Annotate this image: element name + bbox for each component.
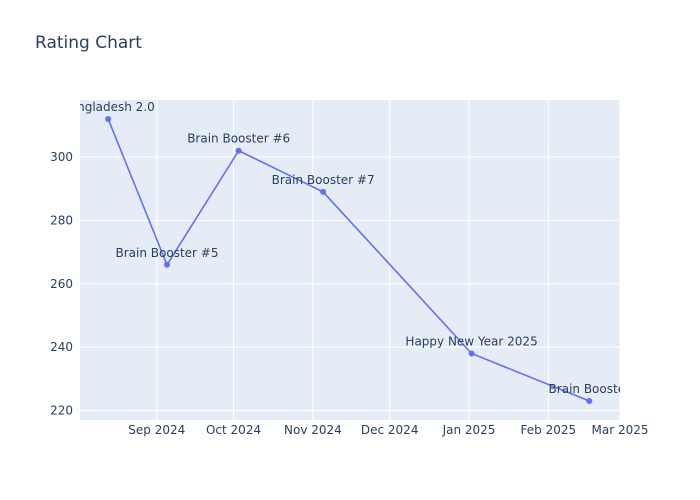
x-tick-label: Dec 2024	[361, 423, 419, 437]
data-point[interactable]	[164, 261, 171, 268]
data-point[interactable]	[105, 116, 112, 123]
x-tick-label: Jan 2025	[442, 423, 496, 437]
data-point[interactable]	[320, 188, 327, 195]
x-tick-label: Sep 2024	[128, 423, 185, 437]
y-tick-label: 280	[50, 213, 73, 227]
y-tick-label: 300	[50, 150, 73, 164]
x-tick-label: Feb 2025	[521, 423, 577, 437]
y-tick-label: 220	[50, 403, 73, 417]
data-point[interactable]	[468, 350, 475, 357]
point-label: Brain Booster #6	[187, 132, 290, 146]
data-point[interactable]	[586, 397, 593, 404]
x-axis-ticks: Sep 2024 Oct 2024 Nov 2024 Dec 2024 Jan 2025…	[128, 423, 648, 437]
series-line-group	[107, 118, 590, 402]
y-tick-label: 240	[50, 340, 73, 354]
point-label: Brain Booster #5	[116, 246, 219, 260]
y-axis-ticks: 220 240 260 280 300	[50, 150, 73, 417]
data-point[interactable]	[235, 147, 242, 154]
point-label: Brain Booster	[549, 382, 631, 396]
x-tick-label: Mar 2025	[592, 423, 649, 437]
point-label: Bangladesh 2.0	[62, 100, 155, 114]
point-labels: Bangladesh 2.0 Brain Booster #5 Brain Boos…	[62, 100, 631, 396]
point-label: Happy New Year 2025	[405, 334, 537, 348]
y-tick-label: 260	[50, 277, 73, 291]
plot-area	[80, 100, 620, 420]
chart-title: Rating Chart	[35, 33, 142, 53]
point-label: Brain Booster #7	[272, 173, 375, 187]
x-tick-label: Oct 2024	[206, 423, 261, 437]
series-line	[107, 118, 590, 402]
x-tick-label: Nov 2024	[284, 423, 342, 437]
data-points	[105, 116, 593, 404]
